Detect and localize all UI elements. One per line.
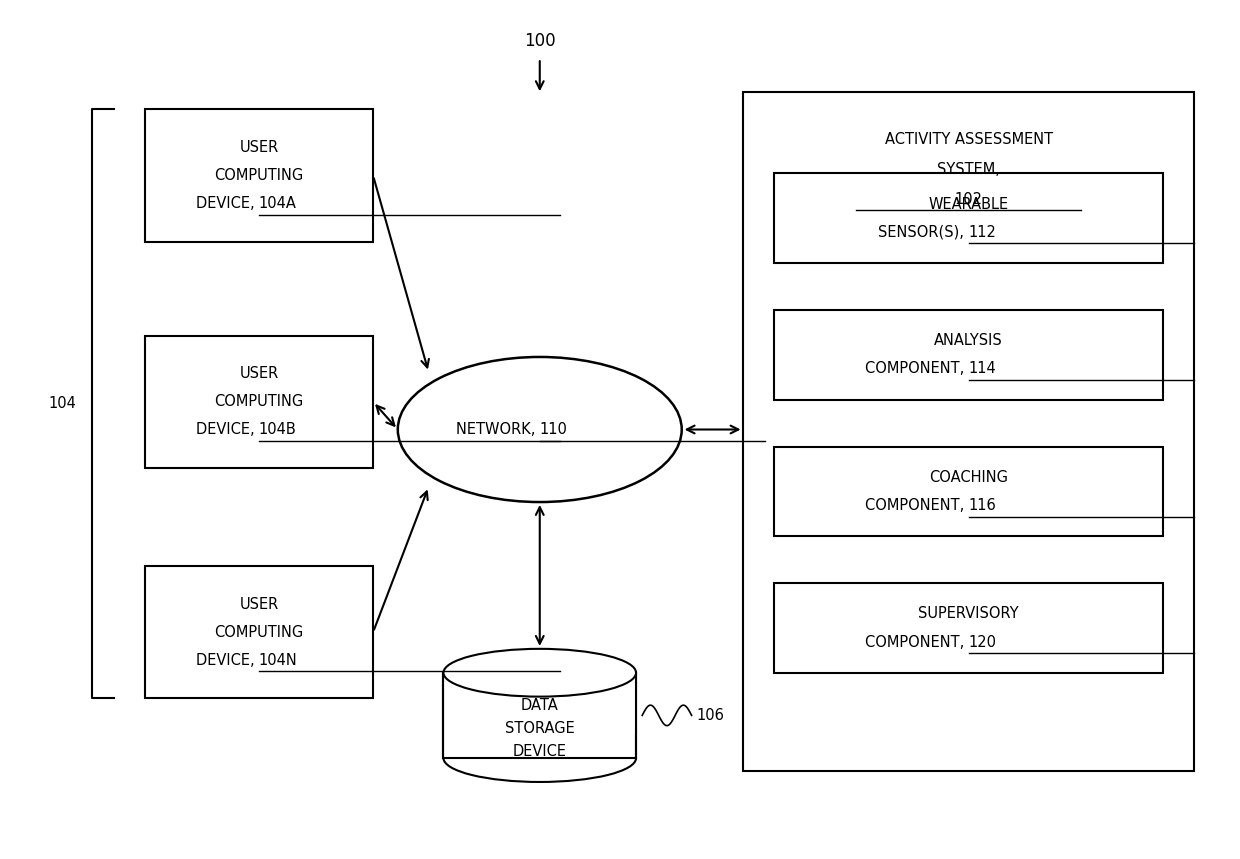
Bar xyxy=(774,174,1163,263)
Text: NETWORK,: NETWORK, xyxy=(456,422,539,437)
Text: DATA: DATA xyxy=(521,698,559,713)
Text: 104A: 104A xyxy=(259,196,296,211)
Text: DEVICE,: DEVICE, xyxy=(196,196,259,211)
Bar xyxy=(774,310,1163,399)
Text: 112: 112 xyxy=(968,225,997,240)
Text: ACTIVITY ASSESSMENT: ACTIVITY ASSESSMENT xyxy=(884,131,1053,147)
Text: STORAGE: STORAGE xyxy=(505,721,574,735)
Text: USER: USER xyxy=(239,596,279,612)
Bar xyxy=(774,583,1163,673)
Text: 106: 106 xyxy=(696,708,724,723)
Ellipse shape xyxy=(398,357,682,502)
Bar xyxy=(444,673,636,758)
Text: SYSTEM,: SYSTEM, xyxy=(937,161,1001,177)
Text: 102: 102 xyxy=(955,192,983,206)
Bar xyxy=(145,109,373,241)
Text: COMPONENT,: COMPONENT, xyxy=(864,498,968,513)
Text: 110: 110 xyxy=(539,422,568,437)
Text: 104N: 104N xyxy=(259,653,298,667)
Text: 120: 120 xyxy=(968,635,997,649)
Text: WEARABLE: WEARABLE xyxy=(929,197,1009,211)
Text: USER: USER xyxy=(239,366,279,381)
Text: USER: USER xyxy=(239,140,279,155)
Text: COMPUTING: COMPUTING xyxy=(215,394,304,409)
Bar xyxy=(145,566,373,698)
Text: DEVICE,: DEVICE, xyxy=(196,423,259,437)
Text: SENSOR(S),: SENSOR(S), xyxy=(878,225,968,240)
Text: SUPERVISORY: SUPERVISORY xyxy=(919,606,1019,621)
Text: COMPUTING: COMPUTING xyxy=(215,168,304,183)
Text: 104: 104 xyxy=(48,396,76,411)
Text: DEVICE,: DEVICE, xyxy=(196,653,259,667)
Text: 116: 116 xyxy=(968,498,997,513)
Text: 100: 100 xyxy=(525,32,556,50)
Text: 104B: 104B xyxy=(259,423,296,437)
Bar xyxy=(744,93,1194,771)
Text: 114: 114 xyxy=(968,362,997,376)
Text: COMPUTING: COMPUTING xyxy=(215,624,304,640)
Text: COACHING: COACHING xyxy=(929,470,1008,484)
Ellipse shape xyxy=(444,649,636,697)
Text: COMPONENT,: COMPONENT, xyxy=(864,362,968,376)
Bar xyxy=(445,673,635,734)
Bar xyxy=(145,336,373,468)
Text: DEVICE: DEVICE xyxy=(513,744,567,758)
Text: COMPONENT,: COMPONENT, xyxy=(864,635,968,649)
Bar xyxy=(774,447,1163,536)
Text: ANALYSIS: ANALYSIS xyxy=(935,333,1003,348)
